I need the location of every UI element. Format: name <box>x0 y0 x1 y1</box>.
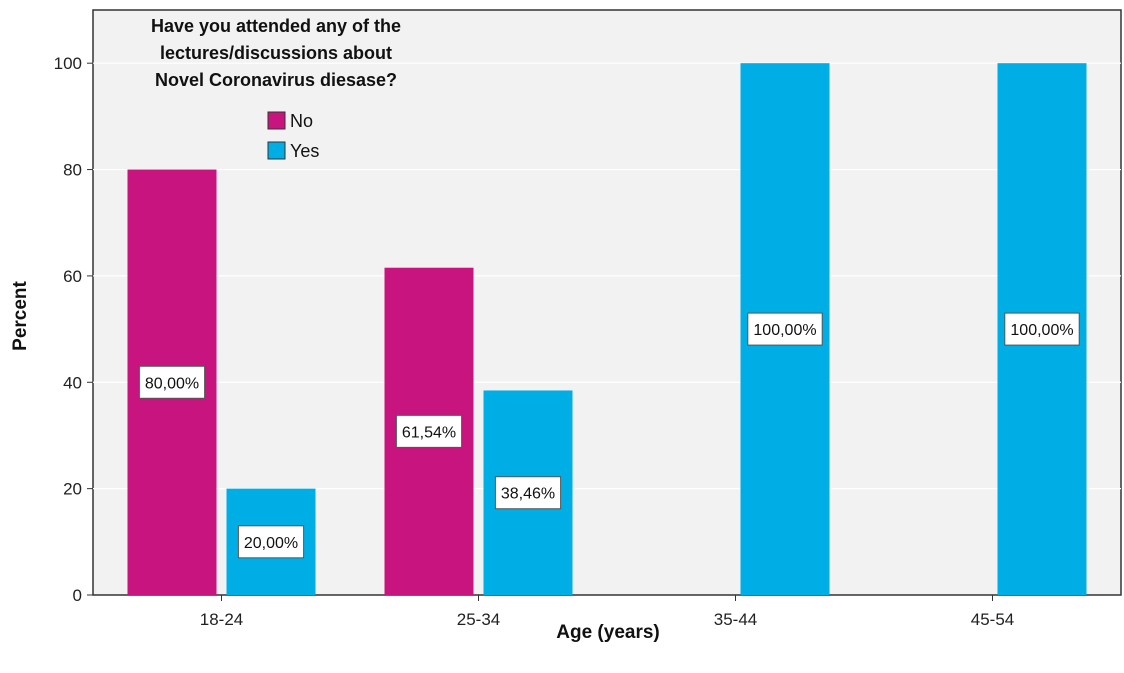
y-axis-title: Percent <box>10 280 31 350</box>
x-axis-ticks: 18-24 25-34 35-44 45-54 <box>200 595 1014 629</box>
legend-swatch-no <box>267 111 286 130</box>
x-axis-title: Age (years) <box>556 622 660 643</box>
legend-label-no: No <box>290 111 313 131</box>
y-axis-ticks: 0 20 40 60 80 100 <box>54 54 93 605</box>
data-label-box <box>395 414 463 448</box>
x-tick-label: 25-34 <box>457 610 500 629</box>
data-label: 61,54% <box>402 424 456 441</box>
legend-swatch-yes <box>267 141 286 160</box>
data-label: 100,00% <box>1010 322 1073 339</box>
y-tick-label: 20 <box>63 480 82 499</box>
y-tick-label: 60 <box>63 267 82 286</box>
data-label-box <box>237 525 305 559</box>
y-tick-label: 40 <box>63 373 82 392</box>
data-label: 20,00% <box>244 535 298 552</box>
x-tick-label: 18-24 <box>200 610 243 629</box>
y-tick-label: 0 <box>73 586 82 605</box>
legend: Have you attended any of the lectures/di… <box>151 16 401 161</box>
y-tick-label: 80 <box>63 161 82 180</box>
data-label-box <box>138 365 206 399</box>
legend-title-line-3: Novel Coronavirus diesase? <box>155 70 397 90</box>
data-label-box <box>494 476 562 510</box>
data-label: 38,46% <box>501 486 555 503</box>
data-labels: 80,00% 20,00% 61,54% 38,46% 100,00% 100,00% <box>138 312 1080 559</box>
y-tick-label: 100 <box>54 54 82 73</box>
legend-title-line-2: lectures/discussions about <box>160 43 392 63</box>
data-label: 100,00% <box>753 322 816 339</box>
legend-label-yes: Yes <box>290 141 319 161</box>
x-tick-label: 45-54 <box>971 610 1014 629</box>
data-label: 80,00% <box>145 375 199 392</box>
x-tick-label: 35-44 <box>714 610 757 629</box>
data-label-box <box>747 312 823 346</box>
data-label-box <box>1004 312 1080 346</box>
legend-title-line-1: Have you attended any of the <box>151 16 401 36</box>
